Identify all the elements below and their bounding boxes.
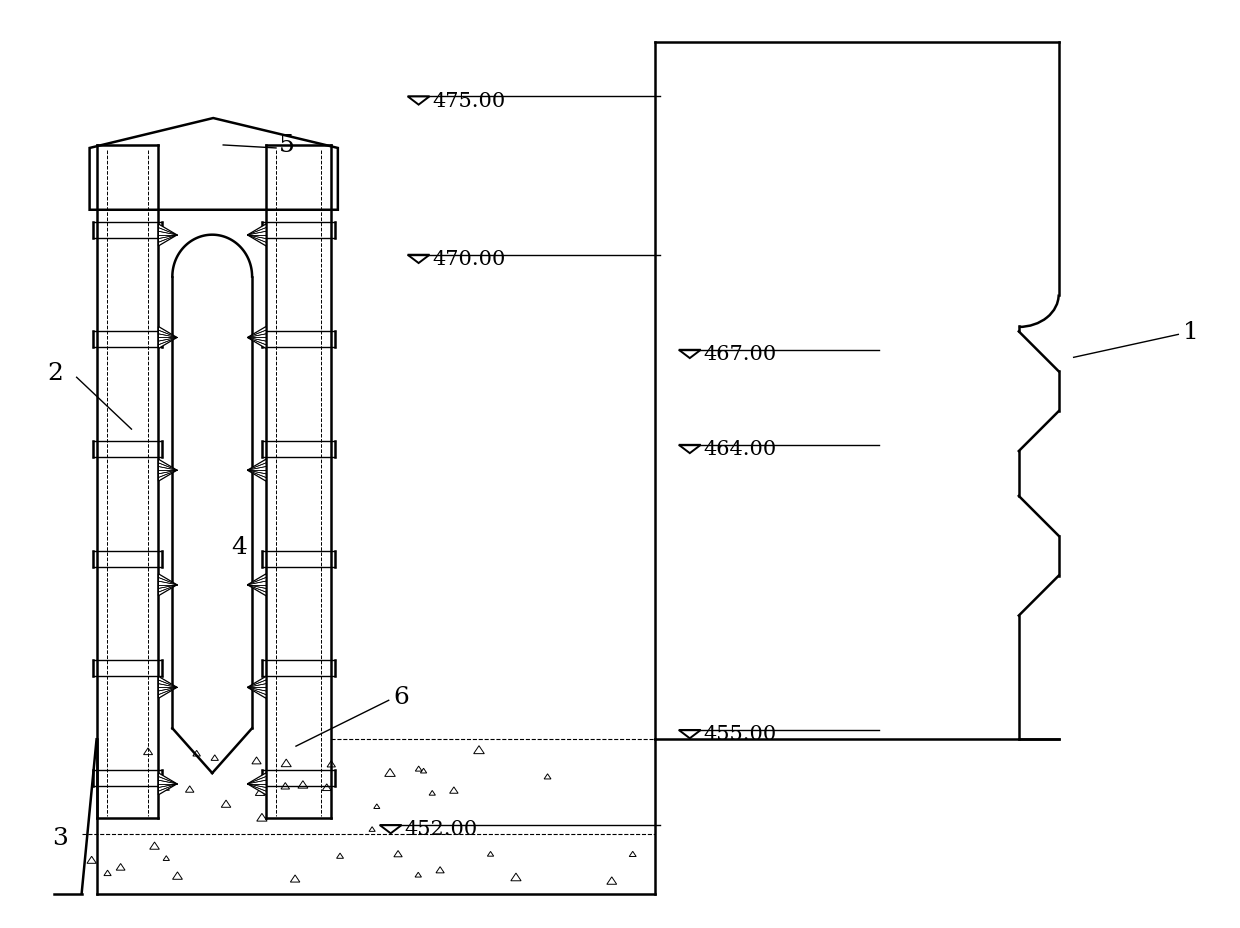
Polygon shape (159, 327, 177, 349)
Polygon shape (248, 574, 267, 596)
Polygon shape (248, 773, 267, 795)
Text: 455.00: 455.00 (704, 725, 777, 743)
Text: 475.00: 475.00 (433, 92, 506, 110)
Text: 470.00: 470.00 (433, 250, 506, 269)
Polygon shape (159, 773, 177, 795)
Polygon shape (159, 459, 177, 482)
Text: 5: 5 (279, 135, 295, 157)
Text: 467.00: 467.00 (704, 344, 777, 364)
Text: 464.00: 464.00 (704, 440, 777, 458)
Polygon shape (159, 574, 177, 596)
Polygon shape (159, 677, 177, 699)
Text: 2: 2 (48, 361, 63, 384)
Text: 3: 3 (52, 827, 67, 849)
Polygon shape (248, 327, 267, 349)
Text: 452.00: 452.00 (404, 819, 477, 838)
Polygon shape (248, 677, 267, 699)
Polygon shape (248, 225, 267, 247)
Text: 4: 4 (231, 535, 247, 559)
Text: 6: 6 (393, 685, 409, 708)
Text: 1: 1 (1183, 320, 1199, 343)
Polygon shape (248, 459, 267, 482)
Polygon shape (159, 225, 177, 247)
